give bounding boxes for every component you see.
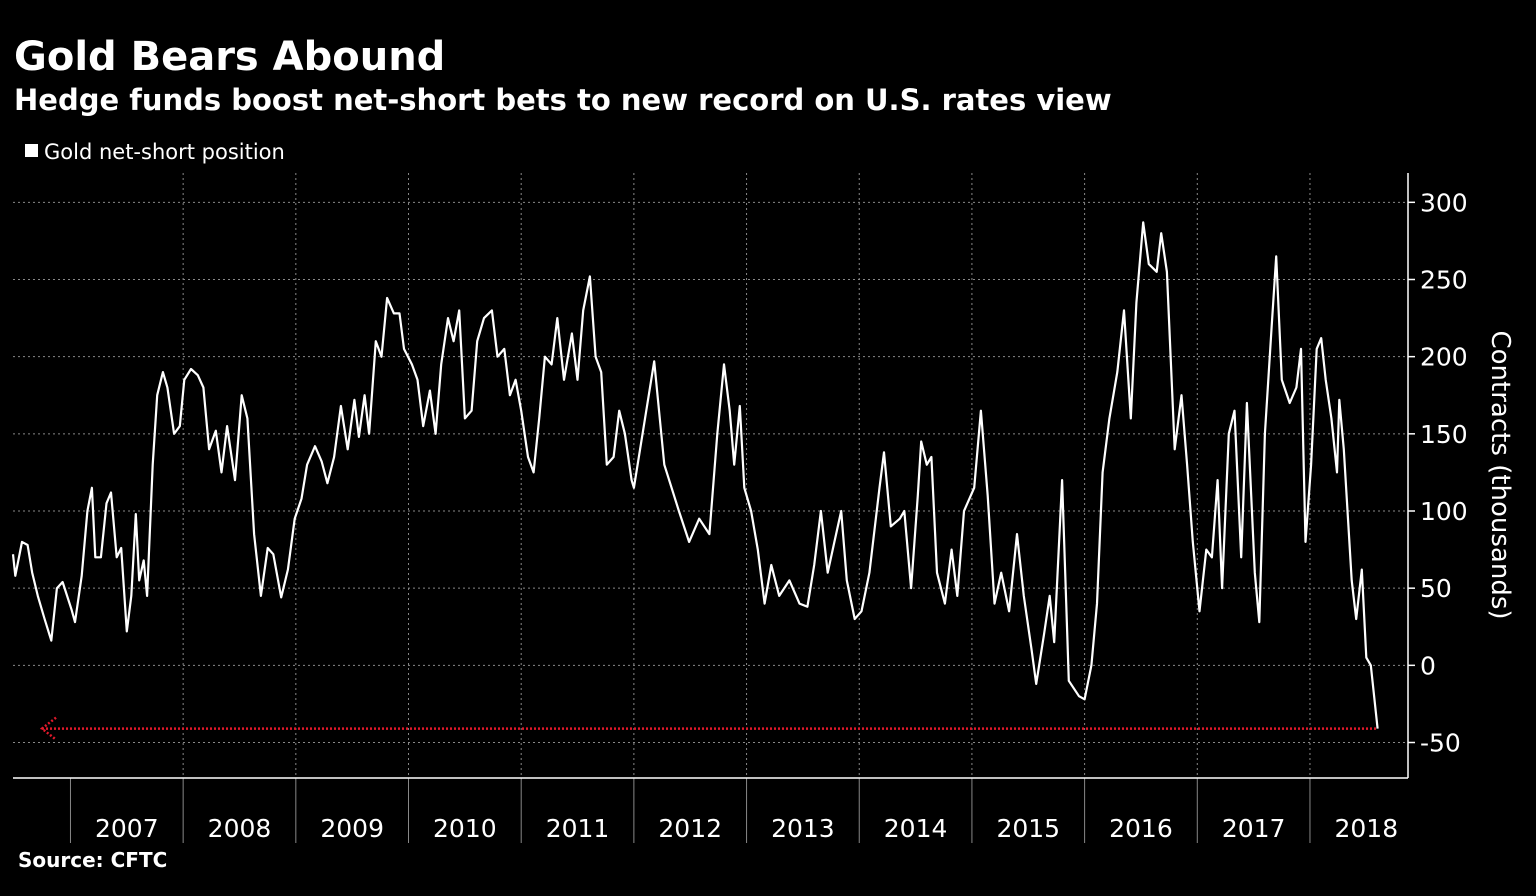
x-tick-label: 2015	[996, 814, 1060, 843]
y-tick-label: 0	[1420, 651, 1436, 680]
chart-subtitle: Hedge funds boost net-short bets to new …	[14, 83, 1112, 117]
y-tick-label: 50	[1420, 574, 1452, 603]
x-tick-label: 2013	[771, 814, 835, 843]
legend-swatch	[25, 144, 38, 157]
x-tick-label: 2014	[884, 814, 948, 843]
x-tick-label: 2017	[1222, 814, 1286, 843]
y-axis-label: Contracts (thousands)	[1485, 330, 1515, 619]
x-tick-label: 2018	[1334, 814, 1398, 843]
x-tick-label: 2009	[320, 814, 384, 843]
y-tick-label: -50	[1420, 729, 1461, 758]
y-tick-label: 150	[1420, 420, 1468, 449]
y-tick-label: 300	[1420, 188, 1468, 217]
x-tick-label: 2016	[1109, 814, 1173, 843]
y-tick-label: 200	[1420, 343, 1468, 372]
y-tick-label: 100	[1420, 497, 1468, 526]
source: Source: CFTC	[18, 848, 167, 872]
data-line	[11, 221, 1379, 729]
legend-label: Gold net-short position	[44, 140, 285, 164]
x-tick-label: 2008	[208, 814, 272, 843]
x-tick-label: 2010	[433, 814, 497, 843]
chart-title: Gold Bears Abound	[14, 34, 445, 80]
x-tick-label: 2011	[546, 814, 610, 843]
record-arrow	[39, 716, 57, 741]
x-tick-label: 2012	[658, 814, 722, 843]
y-tick-label: 250	[1420, 265, 1468, 294]
x-tick-label: 2007	[95, 814, 159, 843]
